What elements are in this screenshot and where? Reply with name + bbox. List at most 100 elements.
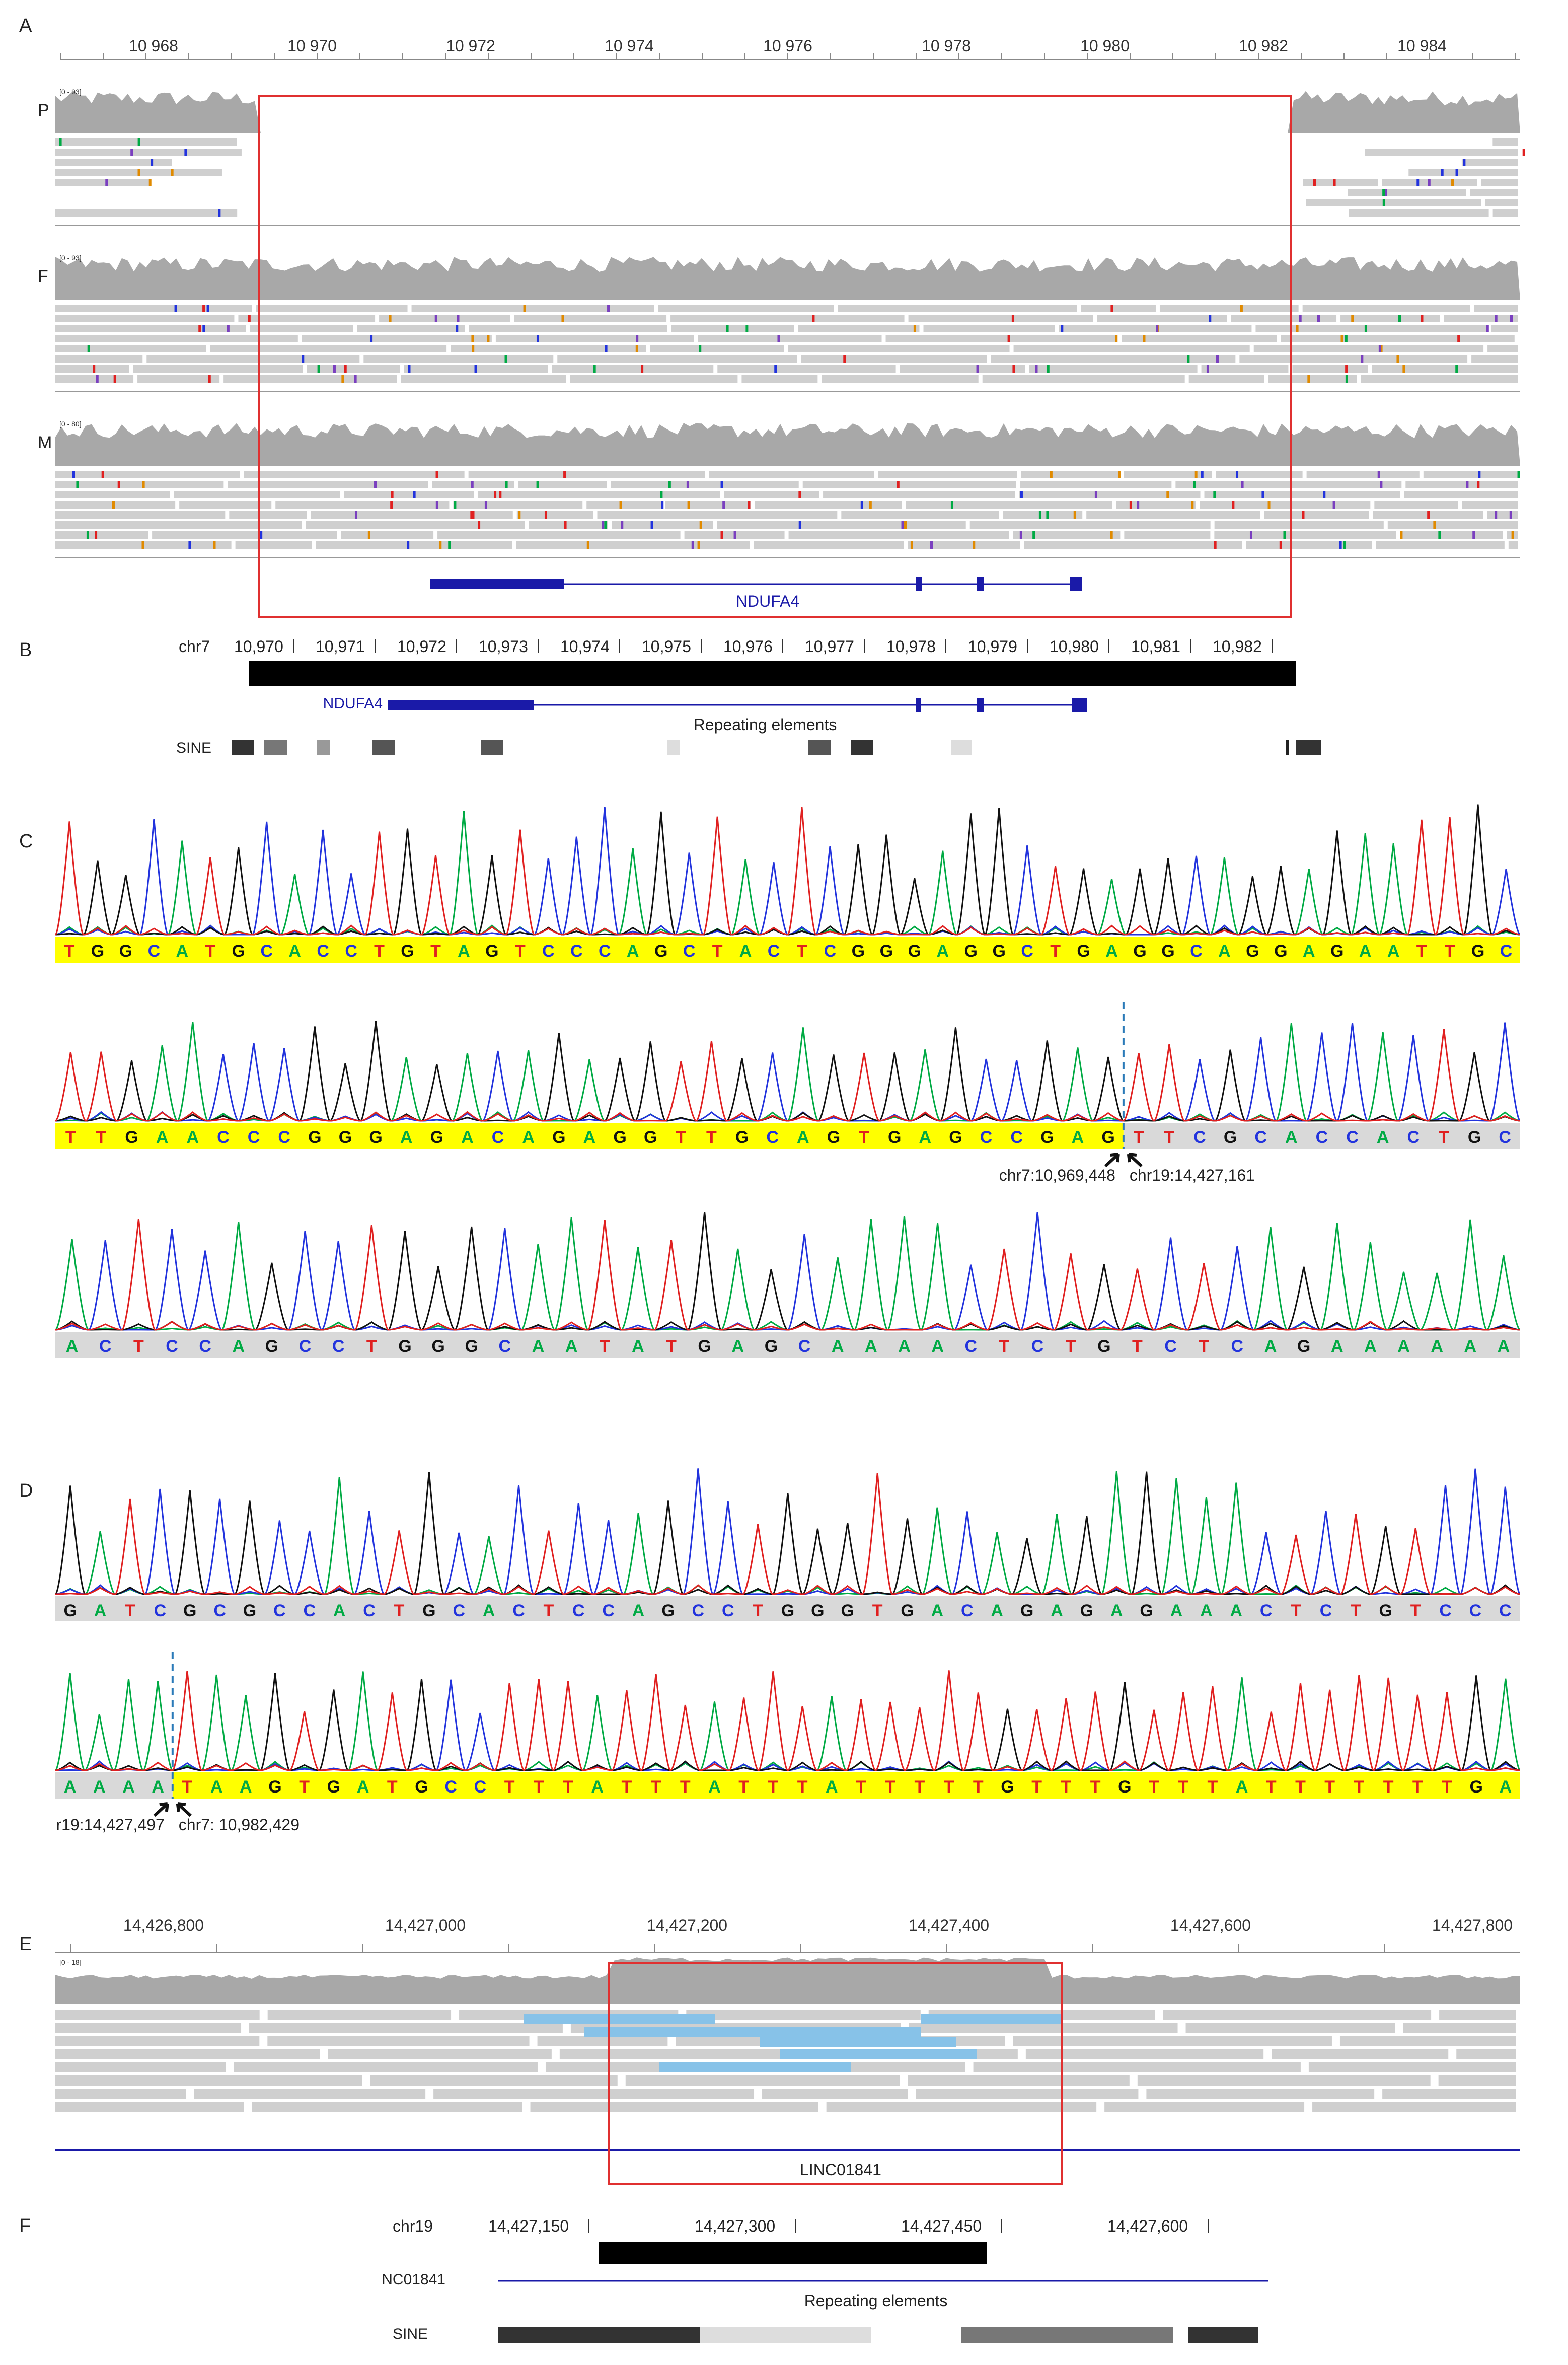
mismatch-mark [1307,375,1310,383]
mismatch-mark [471,335,474,342]
aligned-read [1124,471,1212,478]
base-call: A [64,1777,77,1797]
aligned-read [1163,2010,1432,2020]
mismatch-mark [518,511,521,519]
base-call: T [753,1601,763,1620]
aligned-read [1185,2023,1395,2033]
base-call: G [880,942,893,961]
aligned-read [55,2062,226,2072]
aligned-read [250,325,353,332]
base-call: T [1199,1337,1209,1356]
mismatch-mark [699,345,702,352]
aligned-read [822,375,979,383]
mismatch-mark [151,159,154,166]
aligned-read [1492,138,1518,146]
aligned-read [267,2036,530,2046]
aligned-read [1400,531,1503,539]
aligned-read [363,355,554,363]
base-call: G [735,1128,749,1147]
base-call: A [522,1128,535,1147]
mismatch-mark [1421,315,1424,322]
base-call: T [1208,1777,1218,1797]
base-call: C [213,1601,226,1620]
base-call: A [93,1777,106,1797]
mismatch-mark [1283,531,1286,539]
mismatch-mark [748,501,751,509]
aligned-read [552,365,714,373]
aligned-read [55,325,246,332]
base-call: T [299,1777,310,1797]
base-call: G [465,1337,478,1356]
aligned-read [1471,355,1518,363]
mismatch-mark [619,501,622,509]
mismatch-mark [1382,189,1385,196]
mismatch-mark [487,335,490,342]
panel-letter-c: C [19,831,33,852]
mismatch-mark [93,365,96,373]
aligned-read [55,471,240,478]
panel-f-ucsc: chr19 14,427,150 14,427,300 14,427,450 14,42… [383,2217,1268,2343]
mismatch-mark [1361,355,1364,363]
base-call: T [534,1777,544,1797]
mismatch-mark [504,355,507,363]
base-call: A [931,1601,944,1620]
mismatch-mark [1267,501,1271,509]
base-call: T [797,942,807,961]
mismatch-mark [317,365,320,373]
aligned-read [1175,481,1402,488]
base-call: A [1264,1337,1277,1356]
mismatch-mark [1457,335,1460,342]
aligned-read [55,159,172,166]
base-call: A [461,1128,474,1147]
aligned-read [55,355,143,363]
mismatch-mark [798,491,801,498]
mismatch-mark [302,355,305,363]
base-call: T [712,942,723,961]
gene-exon [977,577,984,591]
sine-element [264,740,287,755]
base-call: T [544,1601,554,1620]
mismatch-mark [1416,179,1420,186]
mismatch-mark [472,345,475,352]
aligned-read [1204,491,1400,498]
base-call: G [232,942,245,961]
trace-c [55,1022,1520,1122]
base-call: T [96,1128,107,1147]
aligned-read [1405,481,1518,488]
sine-element [372,740,395,755]
aligned-read [1264,511,1369,519]
mismatch-mark [1166,491,1169,498]
aligned-read [55,491,170,498]
aligned-read [665,501,751,509]
ucsc-tick-label: 10,973 [479,637,528,656]
base-call: T [394,1601,405,1620]
base-call: C [1500,942,1513,961]
base-call: C [317,942,329,961]
sine-element [481,740,503,755]
base-call: A [1359,942,1372,961]
trace-t [55,1670,1520,1771]
aligned-read [658,305,834,312]
aligned-read [55,375,134,383]
mismatch-mark [897,481,900,488]
aligned-read [451,345,646,352]
base-call: A [1236,1777,1248,1797]
base-call: T [1383,1777,1394,1797]
base-call: A [591,1777,604,1797]
ucsc-tick-label: 14,427,450 [901,2217,982,2235]
mismatch-mark [1007,335,1010,342]
base-call: G [949,1128,962,1147]
ruler-tick-label: 10 970 [287,40,337,55]
ucsc-tick-label: 10,974 [560,637,610,656]
sequence-bar [55,937,1520,963]
base-call: G [265,1337,278,1356]
ucsc-tick-label: 10,979 [968,637,1017,656]
mismatch-mark [354,375,357,383]
aligned-read [55,501,176,509]
base-call: T [64,942,75,961]
base-call: A [1230,1601,1243,1620]
base-call: T [1295,1777,1306,1797]
base-call: T [1134,1128,1144,1147]
aligned-read [1214,521,1384,529]
mismatch-mark [1400,531,1403,539]
